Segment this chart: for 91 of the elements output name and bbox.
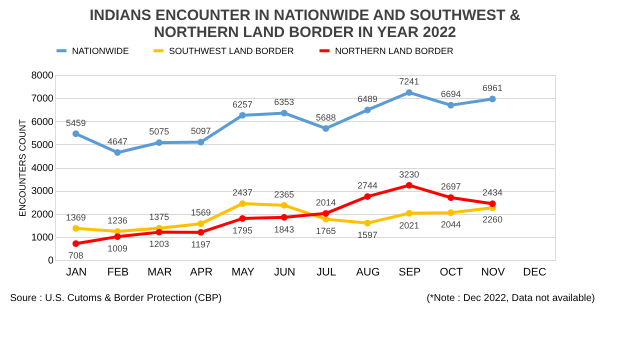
data-label: 2365 [274,189,294,200]
point [447,194,454,201]
point [156,228,163,236]
point [322,210,330,217]
text: (*Note : Dec 2022, Data not available) [426,293,595,304]
data-label: 4647 [107,136,128,147]
data-label: 5459 [66,118,86,128]
point [447,102,454,109]
text: Soure : U.S. Cutoms & Border Protection (CBP) [10,293,222,304]
data-label: 6961 [482,83,503,94]
chart-title: INDIANS ENCOUNTER IN NATIONWIDE AND SOUTHWEST & NORTHERN LAND BORDER IN YEAR 2022 [90,7,521,41]
point [114,149,121,156]
data-label: 2014 [316,197,336,208]
x-tick-label: JUL [316,266,336,278]
point [280,110,288,116]
point [489,200,496,208]
point [72,240,80,247]
data-label: 2021 [399,220,420,230]
data-label: 2434 [482,188,503,198]
data-label: 2044 [440,220,461,230]
point [322,216,330,223]
legend-label: SOUTHWEST LAND BORDER [169,46,294,56]
data-label: 5097 [190,126,211,136]
x-tick-label: MAY [231,266,256,278]
x-tick-label: APR [190,266,213,278]
x-tick-label: JUN [274,266,296,278]
y-tick-label: 5000 [31,140,54,151]
data-label: 3230 [399,169,420,180]
point [280,214,288,221]
point [280,202,288,209]
legend-label: NORTHERN LAND BORDER [335,46,454,56]
data-label: 1597 [357,230,378,240]
x-tick-label: SEP [398,266,421,278]
x-tick-label: FEB [107,266,129,278]
data-label: 1569 [190,208,211,218]
y-tick-label: 1000 [31,232,54,244]
data-label: 5688 [316,112,336,122]
x-tick-label: JAN [66,266,87,278]
point [239,215,246,222]
data-label: 1843 [274,224,294,234]
y-tick-label: 0 [48,256,54,266]
data-label: 6489 [357,94,378,104]
point [72,224,80,232]
data-label: 6353 [274,97,294,108]
point [72,130,80,138]
x-tick-label: OCT [440,266,464,278]
point [406,210,413,217]
y-tick-label: 2000 [31,209,54,220]
data-label: 1236 [107,215,128,226]
point [406,89,413,96]
data-label: 2260 [482,214,503,225]
point [197,138,204,146]
x-tick-label: AUG [356,266,380,278]
y-tick-label: 7000 [31,94,54,105]
data-label: 1009 [107,244,128,254]
data-label: 2744 [357,180,378,191]
data-label: 2697 [440,182,461,192]
point [197,228,204,236]
y-tick-label: 4000 [31,163,54,174]
point [364,220,371,226]
point [447,209,454,216]
point [406,182,413,189]
point [364,193,371,200]
point [156,139,163,146]
y-axis-title: ENCOUNTERS COUNT [17,118,28,217]
point [239,112,246,119]
legend-label: NATIONWIDE [72,46,129,56]
data-label: 5075 [149,126,170,137]
data-label: 1375 [149,212,170,222]
point [239,200,246,207]
data-label: 1369 [66,212,86,222]
data-label: 1795 [232,225,253,236]
data-label: 708 [68,250,84,261]
point [114,233,121,240]
x-tick-label: DEC [523,266,546,278]
point [322,125,330,132]
x-tick-label: NOV [481,266,506,278]
point [197,220,204,228]
data-label: 2437 [232,188,253,198]
data-label: 6257 [232,99,253,110]
y-tick-label: 8000 [31,70,54,82]
point [489,96,496,102]
data-label: 7241 [399,76,420,87]
y-tick-label: 6000 [31,116,54,128]
data-label: 1203 [149,239,170,250]
x-tick-label: MAR [147,266,172,278]
point [364,106,371,114]
data-label: 6694 [440,89,461,100]
data-label: 1765 [316,226,336,236]
y-tick-label: 3000 [31,186,54,198]
data-label: 1197 [191,239,211,250]
